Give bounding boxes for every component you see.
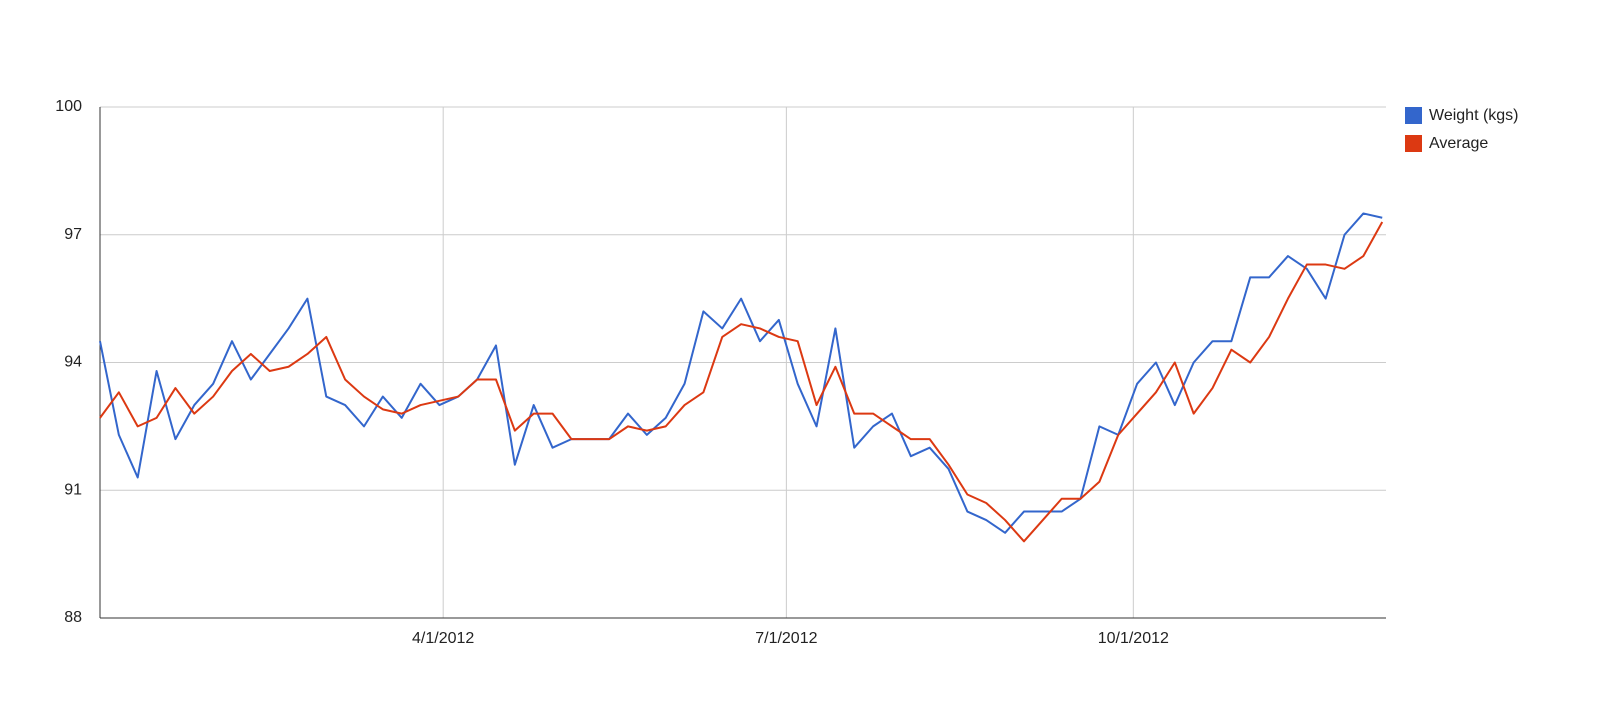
legend-label: Weight (kgs)	[1429, 107, 1519, 124]
legend-swatch	[1405, 135, 1422, 152]
y-tick-label: 97	[64, 226, 82, 243]
x-tick-label: 7/1/2012	[755, 630, 817, 647]
y-tick-label: 100	[55, 98, 82, 115]
x-tick-label: 10/1/2012	[1098, 630, 1169, 647]
y-tick-label: 94	[64, 354, 82, 371]
legend-swatch	[1405, 107, 1422, 124]
legend-label: Average	[1429, 135, 1488, 152]
series-line	[99, 212, 1383, 534]
series-line	[99, 221, 1384, 543]
y-tick-label: 88	[64, 609, 82, 626]
y-tick-label: 91	[64, 481, 82, 498]
x-tick-label: 4/1/2012	[412, 630, 474, 647]
